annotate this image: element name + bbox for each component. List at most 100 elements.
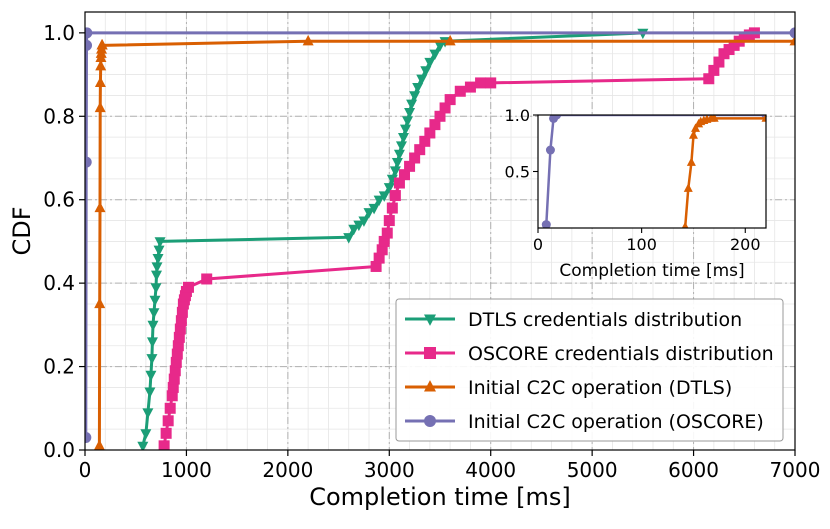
data-point-initial-c2c-operation-dtls [93, 439, 105, 450]
data-point-oscore-credentials-distribution [170, 356, 182, 368]
data-point-oscore-credentials-distribution [393, 177, 405, 189]
data-point-oscore-credentials-distribution [164, 402, 176, 414]
legend-label-dtls-credentials-distribution: DTLS credentials distribution [468, 309, 742, 331]
data-point-dtls-credentials-distribution [412, 82, 424, 94]
data-point-oscore-credentials-distribution [414, 144, 426, 156]
data-point-initial-c2c-operation-oscore [85, 39, 93, 51]
data-point-dtls-credentials-distribution [151, 262, 163, 273]
y-tick-label: 1.0 [43, 21, 75, 45]
data-point-dtls-credentials-distribution [137, 441, 149, 450]
data-point-dtls-credentials-distribution [406, 99, 418, 111]
data-point-dtls-credentials-distribution [147, 320, 159, 332]
data-point-oscore-credentials-distribution [176, 306, 188, 318]
inset-y-tick-label: 0.5 [505, 163, 530, 182]
data-point-dtls-credentials-distribution [150, 283, 162, 294]
data-point-oscore-credentials-distribution [171, 348, 183, 360]
data-point-oscore-credentials-distribution [464, 81, 476, 93]
data-point-dtls-credentials-distribution [429, 49, 441, 61]
data-point-initial-c2c-operation-oscore [789, 27, 795, 39]
legend-swatch-marker [424, 314, 436, 326]
data-point-dtls-credentials-distribution [149, 295, 161, 307]
data-point-oscore-credentials-distribution [386, 202, 398, 214]
data-point-dtls-credentials-distribution [146, 354, 158, 365]
data-point-oscore-credentials-distribution [160, 427, 172, 439]
data-point-oscore-credentials-distribution [201, 273, 213, 285]
data-point-oscore-credentials-distribution [429, 119, 441, 131]
x-tick-label: 5000 [567, 458, 618, 482]
data-point-initial-c2c-operation-oscore [85, 156, 92, 168]
data-point-dtls-credentials-distribution [154, 237, 166, 248]
data-point-dtls-credentials-distribution [391, 158, 403, 169]
inset-axis-ticks: 0 100 200 0.5 1.0 [505, 106, 761, 254]
data-point-oscore-credentials-distribution [404, 160, 416, 172]
data-point-oscore-credentials-distribution [175, 315, 187, 327]
data-point-initial-c2c-operation-dtls [444, 34, 456, 46]
main-series-group [85, 27, 795, 450]
inset-data-point-1 [688, 130, 698, 139]
data-point-dtls-credentials-distribution [353, 220, 365, 232]
data-point-oscore-credentials-distribution [475, 77, 487, 89]
main-plot-frame [84, 11, 796, 451]
data-point-dtls-credentials-distribution [153, 245, 165, 257]
data-point-oscore-credentials-distribution [173, 331, 185, 343]
data-point-dtls-credentials-distribution [373, 195, 385, 207]
legend-label-oscore-credentials-distribution: OSCORE credentials distribution [468, 343, 774, 365]
data-point-oscore-credentials-distribution [376, 244, 388, 256]
inset-data-point-1 [686, 157, 696, 166]
x-tick-label: 3000 [364, 458, 415, 482]
data-point-dtls-credentials-distribution [142, 408, 154, 419]
main-axis-ticks: 0 1000 2000 3000 4000 5000 6000 70000.00.20.40.… [43, 21, 820, 482]
data-point-oscore-credentials-distribution [434, 110, 446, 122]
data-point-oscore-credentials-distribution [158, 440, 170, 450]
data-point-dtls-credentials-distribution [397, 133, 409, 144]
y-tick-label: 0.4 [43, 271, 75, 295]
data-point-oscore-credentials-distribution [166, 390, 178, 402]
x-axis-label: Completion time [ms] [309, 483, 571, 511]
data-point-dtls-credentials-distribution [363, 208, 375, 219]
inset-x-tick-label: 100 [626, 235, 657, 254]
inset-background [538, 115, 766, 228]
data-point-dtls-credentials-distribution [140, 429, 152, 440]
data-point-dtls-credentials-distribution [395, 141, 407, 152]
data-point-oscore-credentials-distribution [182, 281, 194, 293]
data-point-oscore-credentials-distribution [167, 381, 179, 393]
x-tick-label: 7000 [770, 458, 821, 482]
data-point-initial-c2c-operation-dtls [94, 101, 106, 113]
data-point-dtls-credentials-distribution [152, 253, 164, 265]
data-point-dtls-credentials-distribution [145, 370, 157, 382]
data-point-oscore-credentials-distribution [399, 169, 410, 181]
inset-series-group [541, 115, 766, 228]
inset-data-point-1 [681, 221, 689, 228]
data-point-initial-c2c-operation-dtls [302, 34, 314, 46]
data-point-oscore-credentials-distribution [383, 215, 395, 227]
data-point-oscore-credentials-distribution [370, 260, 382, 272]
data-point-oscore-credentials-distribution [419, 135, 431, 147]
legend-swatch-marker [424, 415, 436, 427]
inset-x-tick-label: 200 [730, 235, 761, 254]
x-tick-label: 6000 [668, 458, 719, 482]
inset-data-point-1 [761, 115, 766, 122]
data-point-oscore-credentials-distribution [169, 365, 181, 377]
legend: DTLS credentials distribution OSCORE cred… [395, 298, 784, 442]
data-point-oscore-credentials-distribution [373, 252, 385, 264]
data-point-dtls-credentials-distribution [151, 270, 163, 282]
data-point-dtls-credentials-distribution [348, 224, 360, 236]
inset-data-point-0 [545, 145, 555, 155]
legend-label-initial-c2c-operation-oscore: Initial C2C operation (OSCORE) [468, 411, 764, 433]
y-tick-label: 0.2 [43, 355, 75, 379]
legend-box [395, 298, 784, 442]
inset-data-point-0 [552, 115, 562, 120]
inset-y-tick-label: 1.0 [505, 106, 530, 125]
data-point-dtls-credentials-distribution [420, 66, 432, 77]
data-point-oscore-credentials-distribution [168, 373, 180, 385]
data-point-dtls-credentials-distribution [402, 116, 414, 127]
y-axis-label: CDF [8, 206, 36, 255]
data-point-initial-c2c-operation-dtls [95, 59, 107, 71]
data-point-oscore-credentials-distribution [439, 102, 451, 114]
y-tick-label: 0.6 [43, 188, 75, 212]
legend-swatch-marker [424, 380, 436, 392]
data-point-initial-c2c-operation-dtls [94, 76, 106, 88]
x-tick-label: 0 [79, 458, 92, 482]
inset-data-point-1 [691, 123, 701, 132]
